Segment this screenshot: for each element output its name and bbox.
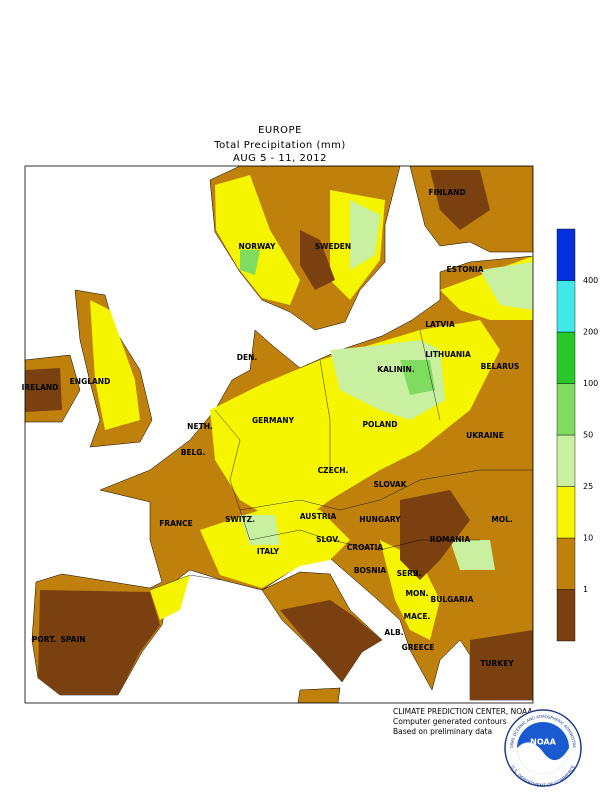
legend-tick-label: 10 bbox=[583, 534, 593, 543]
legend-swatch bbox=[556, 537, 576, 590]
country-label: BOSNIA bbox=[354, 566, 387, 575]
legend-tick-label: 200 bbox=[583, 328, 598, 337]
country-label: SWEDEN bbox=[315, 242, 351, 251]
logo-name: NOAA bbox=[530, 738, 556, 747]
country-label: POLAND bbox=[363, 420, 398, 429]
country-label: PORT. bbox=[32, 635, 56, 644]
country-label: IRELAND bbox=[22, 383, 59, 392]
map-dates: AUG 5 - 11, 2012 bbox=[233, 153, 327, 164]
country-label: FINLAND bbox=[428, 188, 465, 197]
map bbox=[25, 166, 533, 703]
country-label: ESTONIA bbox=[447, 265, 484, 274]
legend-tick-label: 400 bbox=[583, 276, 598, 285]
credit-line: Computer generated contours bbox=[393, 717, 507, 726]
country-label: ITALY bbox=[257, 547, 280, 556]
legend-swatch bbox=[556, 228, 576, 281]
borders bbox=[149, 329, 533, 591]
credits: CLIMATE PREDICTION CENTER, NOAAComputer … bbox=[393, 707, 533, 736]
legend-swatch bbox=[556, 486, 576, 539]
country-label: NORWAY bbox=[239, 242, 276, 251]
country-label: LITHUANIA bbox=[425, 350, 471, 359]
country-label: KALININ. bbox=[377, 365, 415, 374]
legend: 1 10 25 50 100 200 400 bbox=[556, 228, 598, 642]
country-label: ROMANIA bbox=[430, 535, 470, 544]
country-label: CZECH. bbox=[318, 466, 349, 475]
legend-swatch bbox=[556, 589, 576, 642]
legend-tick-label: 100 bbox=[583, 379, 598, 388]
credit-line: CLIMATE PREDICTION CENTER, NOAA bbox=[393, 707, 533, 716]
country-label: GREECE bbox=[402, 643, 435, 652]
country-label: MACE. bbox=[404, 612, 431, 621]
country-label: NETH. bbox=[187, 422, 213, 431]
country-label: ENGLAND bbox=[70, 377, 111, 386]
country-label: SPAIN bbox=[60, 635, 85, 644]
country-label: BELG. bbox=[181, 448, 206, 457]
legend-tick-label: 50 bbox=[583, 431, 593, 440]
country-label: TURKEY bbox=[480, 659, 514, 668]
country-label: BELARUS bbox=[481, 362, 520, 371]
country-label: UKRAINE bbox=[466, 431, 504, 440]
country-label: SWITZ. bbox=[225, 515, 255, 524]
country-label: BULGARIA bbox=[431, 595, 474, 604]
country-label: MON. bbox=[406, 589, 429, 598]
country-label: DEN. bbox=[237, 353, 258, 362]
country-label: AUSTRIA bbox=[300, 512, 337, 521]
legend-swatch bbox=[556, 383, 576, 436]
legend-swatch bbox=[556, 434, 576, 487]
country-label: FRANCE bbox=[159, 519, 193, 528]
legend-swatch bbox=[556, 331, 576, 384]
map-region: EUROPE bbox=[258, 125, 302, 136]
country-label: MOL. bbox=[491, 515, 513, 524]
country-label: HUNGARY bbox=[359, 515, 401, 524]
country-label: CROATIA bbox=[347, 543, 384, 552]
country-label: ALB. bbox=[384, 628, 403, 637]
country-label: GERMANY bbox=[252, 416, 295, 425]
precip-contours bbox=[25, 170, 533, 700]
country-label: SLOV. bbox=[316, 535, 340, 544]
credit-line: Based on preliminary data bbox=[393, 727, 492, 736]
map-title: Total Precipitation (mm) bbox=[213, 140, 346, 151]
country-label: SLOVAK bbox=[374, 480, 408, 489]
country-label: LATVIA bbox=[425, 320, 455, 329]
legend-swatch bbox=[556, 280, 576, 333]
legend-tick-label: 1 bbox=[583, 585, 588, 594]
country-labels: NORWAY SWEDEN FINLAND ESTONIA LATVIA LITHUANI… bbox=[22, 188, 520, 668]
legend-tick-label: 25 bbox=[583, 482, 593, 491]
map-frame bbox=[24, 165, 534, 704]
logo-wave bbox=[517, 742, 569, 774]
country-label: SERB. bbox=[397, 569, 422, 578]
